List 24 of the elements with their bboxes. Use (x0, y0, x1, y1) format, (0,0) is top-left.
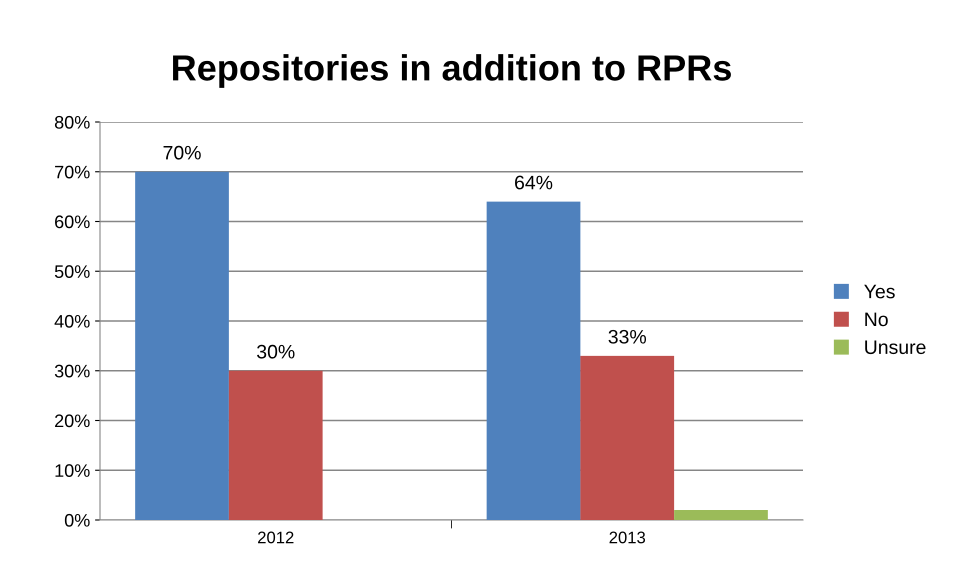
bar (486, 202, 580, 520)
bar (580, 356, 674, 520)
y-tick-label: 60% (55, 215, 90, 228)
x-tick-label: 2012 (258, 532, 294, 544)
legend-label: Unsure (865, 340, 926, 354)
x-tick-label: 2013 (610, 532, 646, 544)
y-tick-label: 30% (54, 364, 90, 378)
legend-label: Yes (864, 284, 895, 298)
y-tick-label: 20% (55, 414, 90, 428)
y-tick-label: 0% (64, 514, 90, 527)
data-label: 64% (515, 176, 552, 190)
data-label: 30% (257, 344, 295, 359)
y-tick-label: 10% (56, 464, 90, 477)
data-label: 33% (608, 330, 646, 344)
bar (228, 370, 323, 520)
bar (135, 172, 229, 520)
y-tick-label: 50% (54, 265, 90, 278)
bar (674, 510, 768, 520)
legend-label: No (865, 312, 888, 326)
y-tick-label: 80% (54, 116, 90, 129)
y-tick-label: 40% (54, 314, 90, 328)
data-label: 70% (164, 146, 201, 160)
y-tick-label: 70% (55, 166, 90, 178)
chart-title: Repositories in addition to RPRs (173, 54, 731, 88)
